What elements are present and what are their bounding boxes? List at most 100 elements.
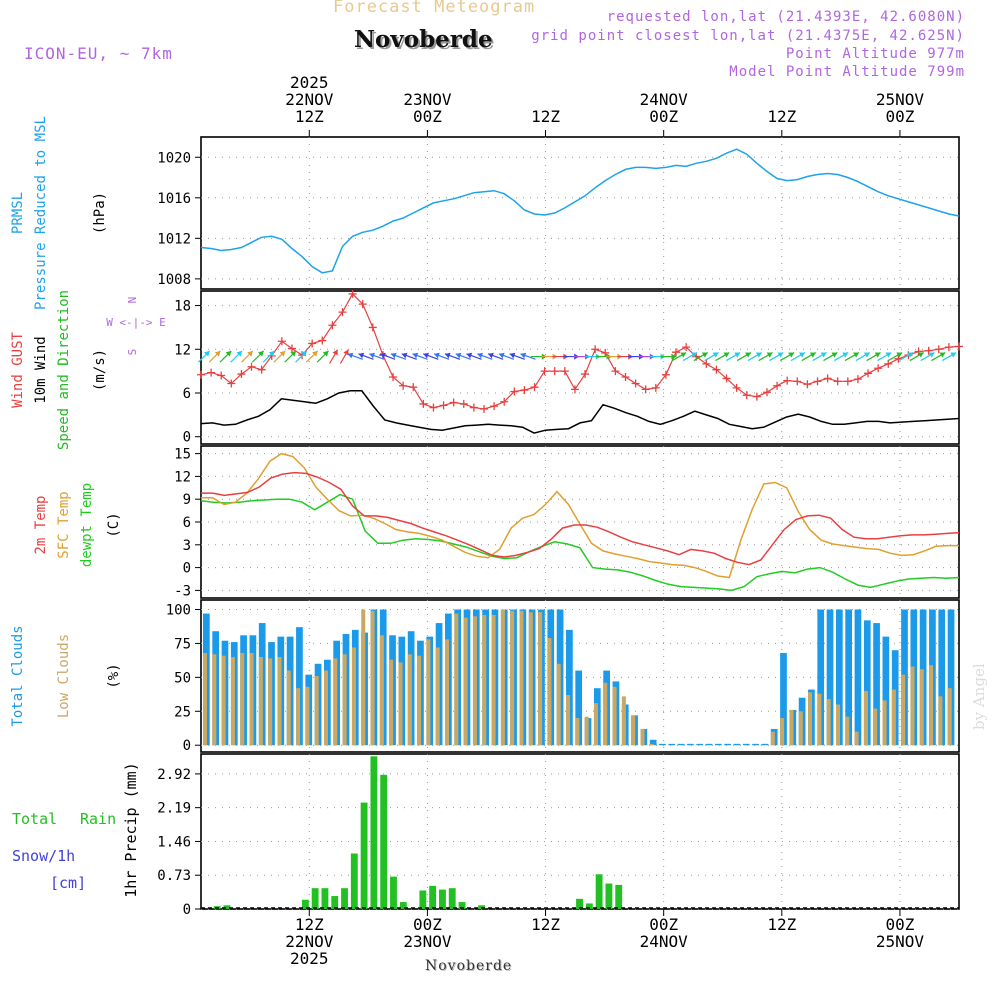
wind-gust-marker <box>308 339 317 348</box>
wind-gust-marker <box>328 321 337 330</box>
pressure-panel: 1008 1012 1016 1020 <box>157 136 960 290</box>
low-cloud-bar <box>221 655 226 746</box>
total-cloud-bar <box>500 609 508 746</box>
precip-panel: 0 0.73 1.46 2.19 2.92 <box>157 753 960 918</box>
wind-ytick-label: 18 <box>174 299 191 315</box>
wind-direction-arrow <box>208 350 221 363</box>
low-cloud-bar <box>482 614 487 746</box>
wind-gust-marker <box>682 343 691 352</box>
total-cloud-bar <box>547 609 555 746</box>
total-cloud-bar <box>752 743 759 746</box>
clouds-panel: 0 25 50 75 100 <box>166 599 960 754</box>
clouds-frame <box>200 599 960 753</box>
low-cloud-bar <box>407 654 412 746</box>
temperature-ytick-label: 6 <box>183 515 191 531</box>
wind-direction-arrow <box>887 352 903 362</box>
total-cloud-bar <box>528 609 536 746</box>
wind-arrow-shaft <box>769 352 784 362</box>
low-cloud-bar <box>845 716 850 746</box>
wind-direction-arrow <box>595 353 612 360</box>
total-cloud-bar <box>445 613 452 746</box>
low-cloud-bar <box>603 682 608 746</box>
low-cloud-bar <box>566 695 571 746</box>
total-cloud-bar <box>901 609 908 746</box>
wind-direction-arrow <box>563 353 580 360</box>
pressure-ytick-label: 1016 <box>157 191 191 207</box>
rain-bar <box>615 884 623 909</box>
time-label-bottom: 12Z <box>767 915 796 934</box>
wind-ylabel: (m/s) <box>92 349 108 391</box>
rain-bar <box>301 899 309 909</box>
wind-arrow-head <box>896 352 903 358</box>
wind-arrow-shaft <box>758 352 773 362</box>
low-cloud-bar <box>296 688 301 746</box>
total-cloud-bar <box>203 613 210 746</box>
total-cloud-bar <box>510 609 517 746</box>
temp-ylabel: 2m Temp <box>33 495 49 554</box>
wind-arrow-shaft <box>498 353 515 360</box>
wind-arrow-head <box>917 352 924 358</box>
wind-gust-marker <box>621 372 630 381</box>
wind-arrow-head <box>380 352 386 359</box>
wind-direction-arrow <box>758 352 773 362</box>
low-cloud-bar <box>249 652 254 746</box>
precip-ytick-label: 0.73 <box>157 868 191 884</box>
low-cloud-bar <box>528 612 533 746</box>
low-cloud-bar <box>324 670 329 746</box>
wind-direction-arrow <box>455 352 471 360</box>
wind-arrow-head <box>831 352 838 358</box>
wind-arrow-shaft <box>208 350 221 363</box>
wind-gust-marker <box>277 337 286 346</box>
wind-arrow-head <box>563 353 569 360</box>
wind-arrow-head <box>236 350 243 357</box>
low-cloud-bar <box>817 693 822 746</box>
wind-gust-marker <box>227 379 236 388</box>
wind-direction-arrow <box>812 352 827 362</box>
total-cloud-bar <box>742 743 750 746</box>
wind-direction-arrow <box>866 352 881 362</box>
precip-label-total: Total <box>12 810 57 828</box>
wind-gust-marker <box>864 369 873 378</box>
rain-bar <box>390 876 397 909</box>
wind-arrow-head <box>347 352 354 359</box>
wind-arrow-head <box>312 350 318 357</box>
total-cloud-bar <box>296 627 303 746</box>
wind-arrow-head <box>585 353 590 360</box>
wind-gust-marker <box>490 402 499 411</box>
precip-label-rain: Rain <box>80 810 116 828</box>
wind-arrow-shaft <box>736 352 752 362</box>
wind-direction-arrow <box>530 353 547 360</box>
wind-arrow-head <box>755 352 762 358</box>
wind-gust-marker <box>540 367 549 376</box>
wind-arrow-head <box>343 349 349 356</box>
low-cloud-bar <box>491 614 496 746</box>
low-cloud-bar <box>389 659 394 746</box>
clouds-ytick-label: 75 <box>174 636 191 652</box>
low-cloud-bar <box>286 670 291 746</box>
rain-bar <box>213 906 221 909</box>
wind-gust-marker <box>318 336 327 345</box>
total-cloud-bar <box>286 636 294 746</box>
total-cloud-bar <box>621 704 629 746</box>
wind-arrow-head <box>204 350 210 357</box>
total-cloud-bar <box>556 609 564 746</box>
total-cloud-bar <box>780 652 787 746</box>
wind-gust-marker <box>439 401 448 410</box>
rain-bar <box>585 903 593 909</box>
total-cloud-bar <box>454 609 462 746</box>
wind-arrow-head <box>606 353 612 360</box>
time-label-bottom: 2025 <box>290 949 329 968</box>
low-cloud-bar <box>621 696 626 746</box>
clouds-ytick-label: 50 <box>174 670 191 686</box>
low-cloud-bar <box>445 639 450 746</box>
wind-arrow-shaft <box>347 353 363 360</box>
wind-direction-arrow <box>329 349 339 364</box>
time-label-bottom: 00Z <box>885 915 914 934</box>
low-cloud-bar <box>808 692 813 746</box>
wind-direction-arrow <box>295 350 308 363</box>
low-cloud-bar <box>873 708 878 746</box>
total-cloud-bar <box>677 743 685 746</box>
wind-arrow-head <box>225 350 232 357</box>
rain-bar <box>341 888 348 909</box>
wind-gust-marker <box>934 345 943 354</box>
